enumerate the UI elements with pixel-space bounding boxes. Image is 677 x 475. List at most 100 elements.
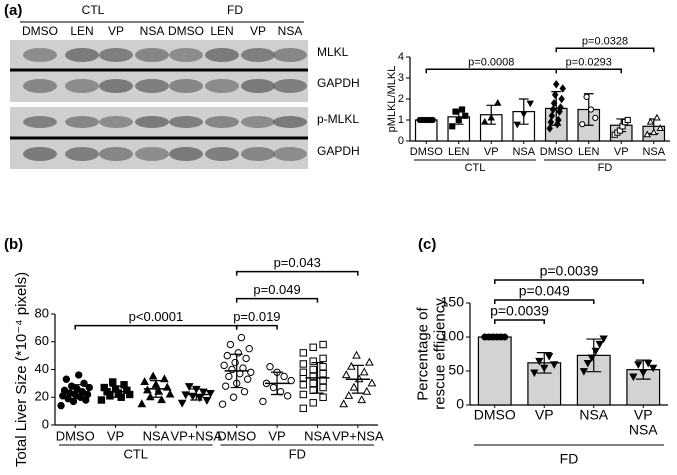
data-point [319,354,327,363]
blot-band [99,48,133,62]
data-point [550,98,558,108]
data-point [299,404,308,413]
data-point [649,364,658,373]
error-bar [109,385,122,398]
data-point [165,389,175,398]
data-point [587,106,595,113]
data-point [526,100,534,108]
x-tick-label: NSA [642,146,665,158]
y-axis-label: pMLKL/MLKL [386,66,398,133]
lane-label: VP [108,24,124,38]
data-point [57,401,65,410]
x-tick-label: NSA [143,428,170,443]
significance-bracket [494,299,595,304]
blot-band [135,116,169,128]
y-tick-label: 150 [441,294,465,310]
y-tick-label: 0 [398,135,404,147]
data-point [299,390,308,399]
lane-label: DMSO [168,24,204,38]
blot-band [99,79,133,93]
data-point [579,121,586,128]
x-tick-label: VP [484,146,499,158]
data-point [223,351,231,360]
data-point [240,388,249,396]
y-tick-label: 0 [456,396,464,412]
blot-band [135,48,169,62]
lane-label: DMSO [22,24,58,38]
blot-band [169,48,203,62]
data-point [535,357,544,366]
data-point [80,379,88,388]
data-point [206,390,215,398]
blot-band [23,48,57,62]
x-tick-label: VP [107,428,124,443]
blot-band [205,147,239,161]
data-point [629,373,638,382]
x-tick-label: DMSO [56,428,95,443]
data-point [75,371,83,379]
blot-band [135,147,169,161]
blot-band [205,116,239,128]
data-point [653,113,661,121]
y-tick-label: 4 [398,51,404,63]
significance-bracket [74,324,238,330]
data-point [221,382,230,390]
y-axis-label: Percentage of [414,306,431,400]
data-point [352,350,361,359]
data-point [309,399,317,407]
error-bar [230,353,243,389]
data-point [245,344,253,353]
data-point [269,383,278,392]
y-tick-label: 100 [441,328,465,344]
data-point [462,112,469,119]
data-point [319,363,327,371]
blot-band [241,147,275,161]
blot-band [273,48,307,62]
significance-bracket [235,324,278,330]
p-value: p=0.0039 [540,262,599,278]
error-bar [69,384,82,400]
data-point [247,368,255,376]
data-point [120,381,128,389]
group-label: CTL [82,3,105,17]
data-point [644,359,653,368]
y-tick-label: 3 [398,72,404,84]
y-tick-label: 50 [448,362,464,378]
data-point [199,388,208,397]
data-point [225,372,233,381]
blot-band [241,116,275,128]
data-point [309,365,317,374]
data-point [243,375,252,383]
data-point [154,386,164,395]
data-point [650,128,658,136]
data-point [357,395,367,404]
data-point [530,369,539,377]
lane-label: LEN [210,24,233,38]
significance-bracket [235,297,319,303]
data-point [60,386,69,395]
data-point [259,397,267,406]
data-point [449,123,456,130]
data-point [501,333,509,341]
data-point [202,396,212,405]
data-point [97,396,106,404]
group-label: FD [289,446,306,461]
x-tick-label: DMSO [540,146,573,158]
lane-label: VP [250,24,266,38]
blot-band [65,147,99,161]
data-point [624,116,631,124]
x-tick-label: NSA [512,146,535,158]
x-tick-label: VP [268,428,285,443]
p-value: p=0.019 [233,309,280,324]
x-tick-label: NSA [304,428,331,443]
y-tick-label: 40 [35,361,49,376]
blot-band [169,116,203,128]
data-point [643,130,651,138]
data-point [550,361,559,369]
significance-bracket [494,279,644,284]
y-tick-label: 80 [35,305,49,320]
blot-band [273,116,307,128]
data-point [551,90,559,100]
data-point [319,369,327,378]
data-point [367,378,377,387]
